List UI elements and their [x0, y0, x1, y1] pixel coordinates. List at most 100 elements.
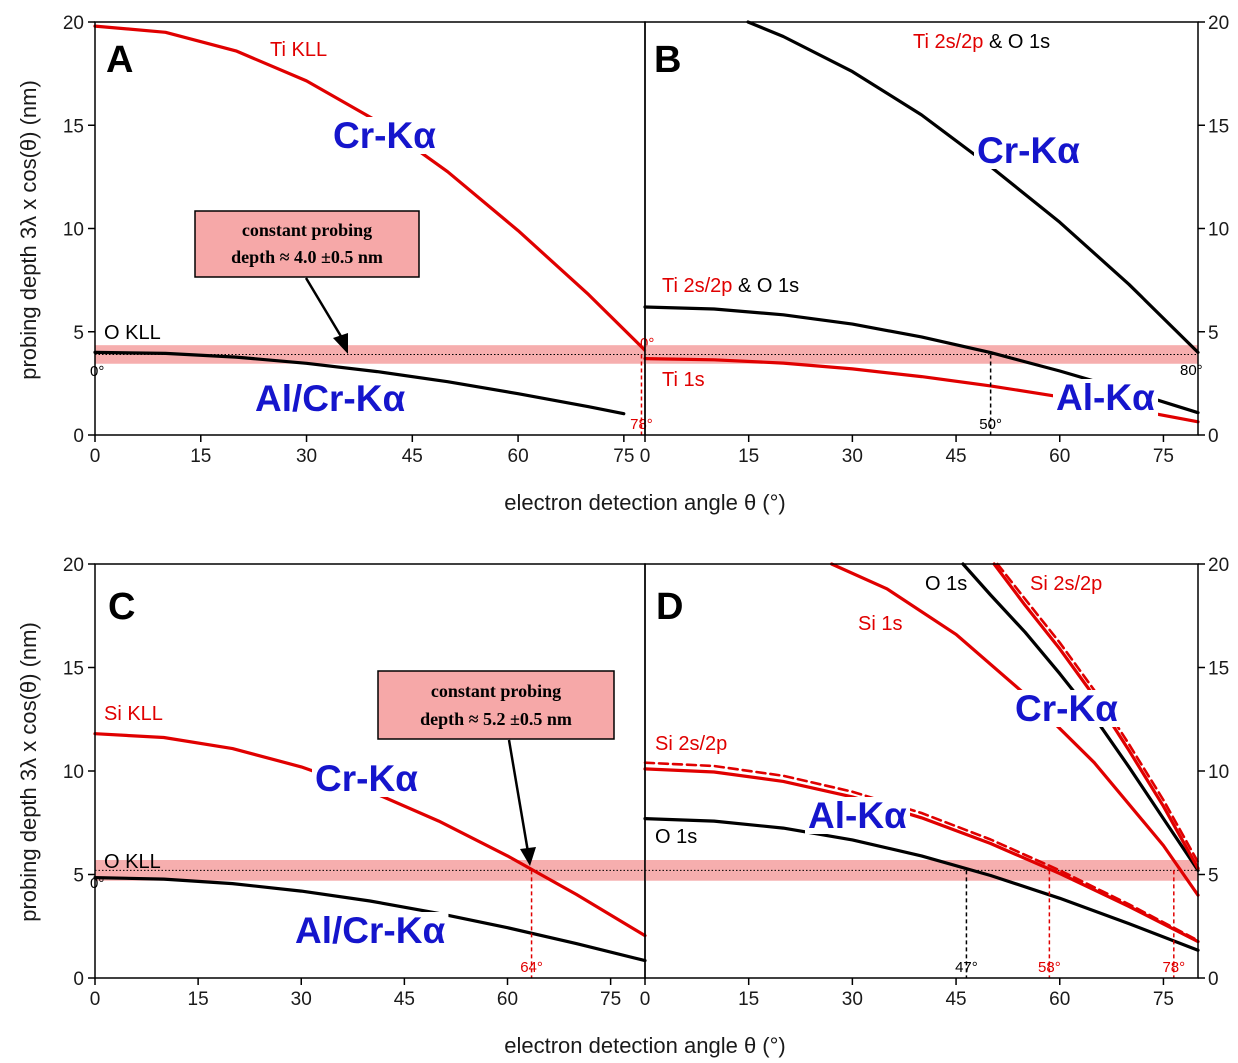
y-tick-label-c-2: 10 — [63, 762, 84, 783]
label-o-kll-a: O KLL — [104, 322, 161, 344]
x-tick-label-a-2: 30 — [296, 446, 317, 467]
label-b-top-pair: Ti 2s/2p & O 1s — [913, 31, 1050, 53]
label-b-mid-pair: Ti 2s/2p & O 1s — [662, 275, 799, 297]
label-b-mid-red: Ti 2s/2p — [662, 275, 732, 297]
source-label-bg — [1053, 379, 1159, 416]
y-tick-label-c-1: 5 — [73, 866, 84, 887]
x-tick-label-c-5: 75 — [600, 989, 621, 1010]
marker-label-d-2: 78° — [1162, 959, 1185, 976]
x-axis-title-bottom: electron detection angle θ (°) — [504, 1033, 786, 1058]
y-tick-label-c-0: 0 — [73, 969, 84, 990]
x-tick-label-c-2: 30 — [291, 989, 312, 1010]
x-tick-label-b-0: 0 — [640, 446, 651, 467]
y-tick-label-a-0: 0 — [73, 426, 84, 447]
source-label-bg — [312, 760, 422, 797]
y-tick-label-d-0: 0 — [1208, 969, 1219, 990]
marker-label-a-0: 78° — [630, 416, 653, 433]
source-label-bg — [974, 132, 1084, 169]
y-tick-label-d-2: 10 — [1208, 762, 1229, 783]
x-tick-label-c-0: 0 — [90, 989, 101, 1010]
y-tick-label-b-0: 0 — [1208, 426, 1219, 447]
y-axis-title-bottom: probing depth 3λ x cos(θ) (nm) — [16, 622, 41, 922]
annotation-arrowhead-a — [333, 333, 348, 354]
x-tick-label-d-1: 15 — [738, 989, 759, 1010]
series-line-b-0 — [746, 20, 1200, 354]
label-b-top-black: & O 1s — [983, 31, 1050, 53]
x-tick-label-d-4: 60 — [1049, 989, 1070, 1010]
x-tick-label-c-3: 45 — [394, 989, 415, 1010]
probing-band-c — [95, 860, 645, 881]
panel-b: 50° 0 15 30 45 60 75 0 5 10 15 20 B Ti 2s/2p & O 1… — [640, 13, 1229, 467]
series-line-d-4 — [643, 767, 1200, 944]
label-80deg: 80° — [1180, 362, 1203, 379]
x-tick-label-b-2: 30 — [842, 446, 863, 467]
marker-label-d-1: 58° — [1038, 959, 1061, 976]
marker-label-d-0: 47° — [955, 959, 978, 976]
y-tick-label-b-3: 15 — [1208, 116, 1229, 137]
annotation-a-line2: depth ≈ 4.0 ±0.5 nm — [231, 247, 383, 267]
label-si-2s2p-top: Si 2s/2p — [1030, 573, 1102, 595]
source-label-cr-ka-b: Cr-Kα — [977, 130, 1080, 171]
label-0deg-c: 0° — [90, 875, 104, 892]
annotation-c-line1: constant probing — [431, 681, 561, 701]
panel-d-letter: D — [656, 586, 683, 628]
y-tick-label-a-1: 5 — [73, 323, 84, 344]
source-label-cr-ka-d: Cr-Kα — [1015, 688, 1118, 729]
label-o-1s-top: O 1s — [925, 573, 967, 595]
x-tick-label-a-5: 75 — [613, 446, 634, 467]
x-tick-label-a-4: 60 — [508, 446, 529, 467]
source-label-bg — [805, 797, 911, 834]
y-tick-label-d-4: 20 — [1208, 555, 1229, 576]
y-tick-label-b-1: 5 — [1208, 323, 1219, 344]
panel-d: 47° 58° 78° 0 15 30 45 60 75 0 5 10 15 20 D Si 2s/2p… — [640, 555, 1229, 1010]
label-si-1s: Si 1s — [858, 613, 902, 635]
y-tick-label-a-2: 10 — [63, 220, 84, 241]
x-tick-label-b-5: 75 — [1153, 446, 1174, 467]
annotation-a-line1: constant probing — [242, 220, 372, 240]
x-tick-label-d-5: 75 — [1153, 989, 1174, 1010]
y-tick-label-a-4: 20 — [63, 13, 84, 34]
x-tick-label-b-4: 60 — [1049, 446, 1070, 467]
source-label-al-cr-ka-c: Al/Cr-Kα — [295, 910, 445, 951]
x-axis-title-top: electron detection angle θ (°) — [504, 490, 786, 515]
label-ti-1s: Ti 1s — [662, 369, 705, 391]
source-label-bg — [330, 117, 440, 154]
source-label-cr-ka-a: Cr-Kα — [333, 115, 436, 156]
label-0deg-a: 0° — [90, 363, 104, 380]
label-b-mid-black: & O 1s — [732, 275, 799, 297]
series-line-d-5 — [643, 761, 1200, 942]
y-tick-label-b-2: 10 — [1208, 220, 1229, 241]
panel-c-letter: C — [108, 586, 135, 628]
label-b-top-red: Ti 2s/2p — [913, 31, 983, 53]
annotation-arrowhead-c — [520, 847, 536, 866]
y-axis-title-top: probing depth 3λ x cos(θ) (nm) — [16, 80, 41, 380]
y-tick-label-b-4: 20 — [1208, 13, 1229, 34]
label-o-1s-mid: O 1s — [655, 826, 697, 848]
source-label-al-ka-b: Al-Kα — [1056, 377, 1155, 418]
probing-band-a — [95, 345, 645, 364]
x-tick-label-a-1: 15 — [190, 446, 211, 467]
panel-b-letter: B — [654, 39, 681, 81]
label-si-2s2p-mid: Si 2s/2p — [655, 733, 727, 755]
x-tick-label-b-3: 45 — [945, 446, 966, 467]
y-tick-label-c-4: 20 — [63, 555, 84, 576]
x-tick-label-c-4: 60 — [497, 989, 518, 1010]
annotation-box-c: constant probing depth ≈ 5.2 ±0.5 nm — [377, 670, 615, 866]
series-line-c-1 — [93, 875, 647, 963]
x-tick-label-a-0: 0 — [90, 446, 101, 467]
annotation-box-a: constant probing depth ≈ 4.0 ±0.5 nm — [194, 210, 420, 354]
y-tick-label-d-3: 15 — [1208, 659, 1229, 680]
label-o-kll-c: O KLL — [104, 851, 161, 873]
y-tick-label-d-1: 5 — [1208, 866, 1219, 887]
source-label-bg — [1012, 690, 1122, 727]
marker-label-c-0: 64° — [520, 959, 543, 976]
source-label-al-ka-d: Al-Kα — [808, 795, 907, 836]
source-label-bg — [252, 380, 409, 417]
x-tick-label-d-0: 0 — [640, 989, 651, 1010]
series-line-a-1 — [93, 350, 626, 416]
panel-a: 78° 0 15 30 45 60 75 0 5 10 15 20 A Ti KLL O KLL 0… — [63, 13, 654, 467]
x-tick-label-c-1: 15 — [188, 989, 209, 1010]
label-ti-kll: Ti KLL — [270, 39, 327, 61]
source-label-al-cr-ka-a: Al/Cr-Kα — [255, 378, 405, 419]
